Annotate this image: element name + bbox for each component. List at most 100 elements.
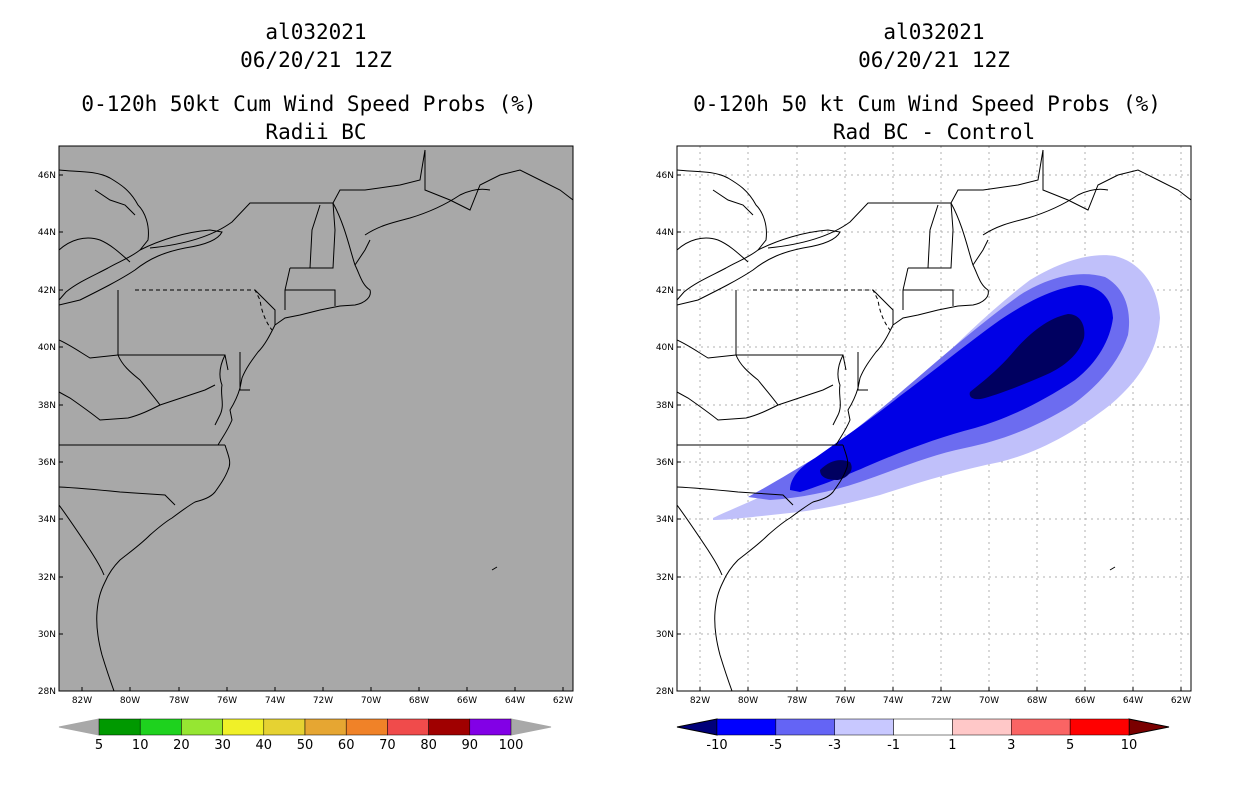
lon-label: 78W bbox=[169, 696, 189, 706]
lat-label: 34N bbox=[38, 515, 56, 525]
right-datetime: 06/20/21 12Z bbox=[858, 48, 1010, 72]
lat-label: 42N bbox=[656, 286, 674, 296]
colorbar-low-arrow bbox=[58, 718, 100, 736]
colorbar-cell bbox=[1069, 718, 1130, 736]
lat-label: 42N bbox=[38, 286, 56, 296]
colorbar-label: 5 bbox=[95, 738, 103, 753]
right-axes: 46N 44N 42N 40N 38N 36N 34N 32N 30N 28N 82W 80W 78W 7… bbox=[656, 171, 1191, 706]
colorbar-cell bbox=[893, 718, 953, 736]
left-title: 0-120h 50kt Cum Wind Speed Probs (%) bbox=[81, 92, 537, 116]
lon-label: 70W bbox=[979, 696, 999, 706]
lat-label: 38N bbox=[38, 401, 56, 411]
left-axes: 46N 44N 42N 40N 38N 36N 34N 32N 30N 28N 82W 80W 78W 7… bbox=[38, 171, 573, 706]
lon-label: 76W bbox=[217, 696, 237, 706]
right-gridlines bbox=[677, 146, 1191, 691]
left-storm-id: al032021 bbox=[265, 20, 367, 44]
colorbar-cell bbox=[1011, 718, 1071, 736]
lon-label: 72W bbox=[931, 696, 951, 706]
lon-label: 62W bbox=[1171, 696, 1191, 706]
colorbar-cell bbox=[98, 718, 141, 736]
lat-label: 28N bbox=[656, 687, 674, 697]
colorbar-cell bbox=[222, 718, 265, 736]
lon-label: 78W bbox=[787, 696, 807, 706]
colorbar-label: 50 bbox=[297, 738, 314, 753]
left-map-frame bbox=[58, 145, 574, 692]
colorbar-cell bbox=[345, 718, 388, 736]
colorbar-label: 70 bbox=[379, 738, 396, 753]
colorbar-label: 100 bbox=[499, 738, 524, 753]
colorbar-label: 3 bbox=[1007, 738, 1015, 753]
colorbar-label: 10 bbox=[132, 738, 149, 753]
lon-label: 68W bbox=[1027, 696, 1047, 706]
colorbar-label: 80 bbox=[420, 738, 437, 753]
lon-label: 68W bbox=[409, 696, 429, 706]
right-bermuda bbox=[1109, 566, 1116, 571]
right-subtitle: Rad BC - Control bbox=[832, 120, 1036, 144]
colorbar-label: 5 bbox=[1066, 738, 1074, 753]
colorbar-cell bbox=[834, 718, 894, 736]
colorbar-label: -5 bbox=[769, 738, 782, 753]
contour-darkest bbox=[969, 314, 1085, 400]
colorbar-high-arrow bbox=[510, 718, 552, 736]
lat-label: 28N bbox=[38, 687, 56, 697]
colorbar-high-arrow bbox=[1128, 718, 1170, 736]
right-colorbar: -10 -5 -3 -1 1 3 5 10 bbox=[676, 718, 1170, 753]
lon-label: 66W bbox=[1075, 696, 1095, 706]
colorbar-cell bbox=[387, 718, 429, 736]
left-bermuda bbox=[491, 566, 498, 571]
lat-label: 34N bbox=[656, 515, 674, 525]
lon-label: 64W bbox=[505, 696, 525, 706]
colorbar-label: -10 bbox=[706, 738, 727, 753]
lat-label: 36N bbox=[656, 458, 674, 468]
lat-label: 30N bbox=[656, 630, 674, 640]
right-map-panel bbox=[677, 146, 1191, 691]
left-datetime: 06/20/21 12Z bbox=[240, 48, 392, 72]
right-map-frame bbox=[676, 145, 1192, 692]
lat-label: 40N bbox=[656, 343, 674, 353]
left-map-panel bbox=[59, 146, 573, 691]
lat-label: 46N bbox=[656, 171, 674, 181]
colorbar-label: 20 bbox=[173, 738, 190, 753]
colorbar-cell bbox=[304, 718, 347, 736]
lat-label: 32N bbox=[38, 573, 56, 583]
lat-label: 40N bbox=[38, 343, 56, 353]
colorbar-cell bbox=[952, 718, 1012, 736]
lon-label: 82W bbox=[72, 696, 92, 706]
colorbar-low-arrow bbox=[676, 718, 718, 736]
colorbar-label: 30 bbox=[214, 738, 231, 753]
left-map-background bbox=[59, 146, 573, 691]
colorbar-label: -1 bbox=[887, 738, 900, 753]
lon-label: 72W bbox=[313, 696, 333, 706]
lon-label: 74W bbox=[265, 696, 285, 706]
lat-label: 46N bbox=[38, 171, 56, 181]
colorbar-cell bbox=[139, 718, 182, 736]
colorbar-cell bbox=[263, 718, 306, 736]
colorbar-label: 90 bbox=[462, 738, 479, 753]
lat-label: 38N bbox=[656, 401, 674, 411]
lat-label: 36N bbox=[38, 458, 56, 468]
lon-label: 62W bbox=[553, 696, 573, 706]
colorbar-cell bbox=[775, 718, 835, 736]
left-colorbar: 5 10 20 30 40 50 60 70 80 90 100 bbox=[58, 718, 552, 753]
lat-label: 32N bbox=[656, 573, 674, 583]
lat-label: 44N bbox=[656, 228, 674, 238]
lon-label: 80W bbox=[738, 696, 758, 706]
lon-label: 80W bbox=[120, 696, 140, 706]
colorbar-cell bbox=[716, 718, 777, 736]
colorbar-label: 40 bbox=[256, 738, 273, 753]
lon-label: 82W bbox=[690, 696, 710, 706]
right-storm-id: al032021 bbox=[883, 20, 985, 44]
lon-label: 64W bbox=[1123, 696, 1143, 706]
left-subtitle: Radii BC bbox=[265, 120, 367, 144]
lon-label: 66W bbox=[457, 696, 477, 706]
lat-label: 30N bbox=[38, 630, 56, 640]
colorbar-cell bbox=[428, 718, 471, 736]
colorbar-cell bbox=[181, 718, 223, 736]
colorbar-label: 60 bbox=[338, 738, 355, 753]
colorbar-label: 10 bbox=[1121, 738, 1138, 753]
right-title: 0-120h 50 kt Cum Wind Speed Probs (%) bbox=[693, 92, 1161, 116]
lat-label: 44N bbox=[38, 228, 56, 238]
lon-label: 76W bbox=[835, 696, 855, 706]
colorbar-label: 1 bbox=[948, 738, 956, 753]
